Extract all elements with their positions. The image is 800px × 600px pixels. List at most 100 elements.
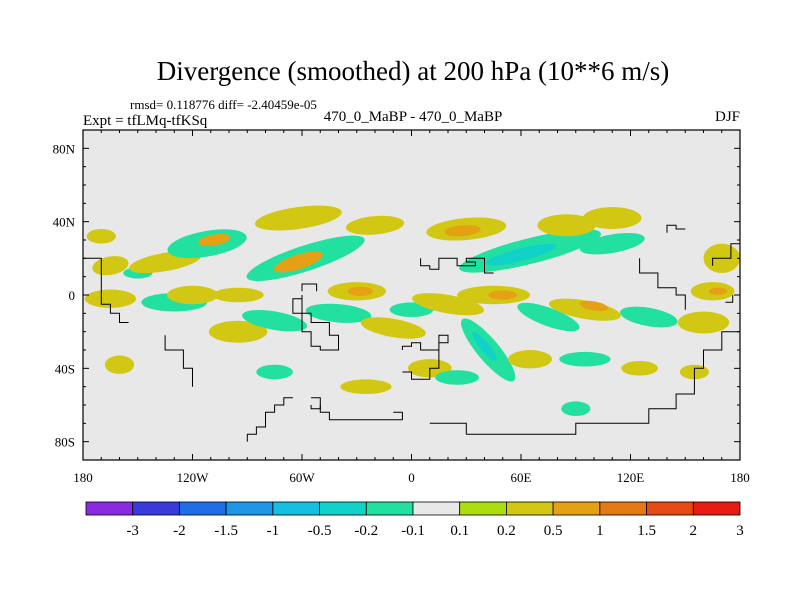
contour-blob-7 <box>273 251 323 273</box>
contour-blob-31 <box>488 290 518 300</box>
contour-blob-8 <box>254 205 342 231</box>
experiment-label: Expt = tfLMq-tfKSq <box>83 113 208 129</box>
x-tick-label-2: 60W <box>289 470 315 485</box>
contour-blob-24 <box>305 303 372 323</box>
contour-blob-23 <box>242 309 308 332</box>
contour-blob-43 <box>340 379 392 395</box>
colorbar-swatch-2 <box>178 501 227 516</box>
contour-blob-16 <box>583 207 642 229</box>
colorbar-label-7: 0.1 <box>450 523 469 539</box>
coastline-3 <box>466 331 740 435</box>
coastline-13 <box>725 295 734 303</box>
contour-blob-47 <box>559 351 611 367</box>
contour-blob-14 <box>537 214 596 237</box>
x-tick-label-3: 0 <box>408 470 415 485</box>
colorbar-label-12: 2 <box>690 523 698 539</box>
y-tick-label-0: 80N <box>53 141 76 156</box>
contour-blob-45 <box>435 370 479 385</box>
colorbar-label-11: 1.5 <box>637 523 656 539</box>
coastline-12 <box>164 335 193 387</box>
coastline-11 <box>83 257 129 323</box>
coastline-14 <box>310 405 321 410</box>
contour-fills <box>84 205 740 417</box>
colorbar-label-9: 0.5 <box>544 523 563 539</box>
colorbar-swatch-7 <box>412 501 461 516</box>
contour-blob-21 <box>212 287 264 303</box>
colorbar-label-10: 1 <box>596 523 604 539</box>
colorbar-swatch-13 <box>692 501 741 516</box>
coastline-9 <box>712 243 740 266</box>
contour-blob-0 <box>86 229 116 244</box>
x-tick-label-5: 120E <box>617 470 645 485</box>
axis-ticks: 180 120W 60W 0 60E 120E 180 80N 40N 0 40S 80S <box>53 130 750 485</box>
coastlines <box>83 224 740 442</box>
colorbar-swatch-12 <box>646 501 694 516</box>
coastline-8 <box>639 258 686 310</box>
stats-label: rmsd= 0.118776 diff= -2.40459e-05 <box>130 97 317 112</box>
colorbar-label-2: -1.5 <box>214 523 238 539</box>
contour-blob-33 <box>472 331 497 361</box>
y-tick-label-1: 40N <box>53 215 76 230</box>
colorbar-swatch-1 <box>132 501 180 516</box>
colorbar-swatch-6 <box>365 501 414 516</box>
chart-title: Divergence (smoothed) at 200 hPa (10**6 … <box>157 56 669 86</box>
y-tick-label-4: 80S <box>55 435 75 450</box>
colorbar-label-1: -2 <box>173 523 186 539</box>
colorbar-swatch-10 <box>552 501 601 516</box>
colorbar-label-5: -0.2 <box>354 523 378 539</box>
colorbar: -3 -2 -1.5 -1 -0.5 -0.2 -0.1 0.1 0.2 0.5 1 1.5 2 3 <box>85 501 744 539</box>
y-tick-label-2: 0 <box>69 288 76 303</box>
colorbar-label-0: -3 <box>126 523 139 539</box>
contour-blob-49 <box>561 401 591 417</box>
case-label: 470_0_MaBP - 470_0_MaBP <box>324 109 503 125</box>
contour-blob-22 <box>208 320 268 343</box>
x-tick-label-0: 180 <box>73 470 93 485</box>
colorbar-swatch-0 <box>85 501 134 516</box>
contour-blob-13 <box>485 243 557 266</box>
colorbar-label-6: -0.1 <box>401 523 425 539</box>
coastline-0 <box>246 397 293 442</box>
contour-blob-26 <box>347 286 374 296</box>
x-tick-label-6: 180 <box>730 470 750 485</box>
contour-blob-29 <box>412 293 484 316</box>
colorbar-label-4: -0.5 <box>308 523 332 539</box>
y-tick-label-3: 40S <box>55 361 75 376</box>
colorbar-swatch-3 <box>225 501 274 516</box>
contour-blob-9 <box>345 215 405 235</box>
contour-blob-5 <box>198 233 231 247</box>
colorbar-label-13: 3 <box>736 523 744 539</box>
contour-blob-11 <box>444 225 481 237</box>
season-label: DJF <box>715 109 740 125</box>
coastline-10 <box>666 224 686 233</box>
contour-blob-36 <box>579 300 609 312</box>
contour-blob-42 <box>256 364 293 380</box>
contour-blob-15 <box>579 232 645 255</box>
contour-blob-20 <box>166 285 219 305</box>
coastline-1 <box>311 397 403 421</box>
contour-blob-41 <box>104 355 135 374</box>
coastline-7 <box>420 257 494 274</box>
contour-blob-27 <box>360 317 426 339</box>
colorbar-swatch-8 <box>459 501 507 516</box>
coastline-4 <box>292 295 339 351</box>
contour-blob-46 <box>508 350 552 369</box>
colorbar-swatch-11 <box>599 501 648 516</box>
coastline-2 <box>429 422 467 435</box>
contour-blob-34 <box>517 302 580 332</box>
colorbar-swatch-9 <box>505 501 554 516</box>
coastline-5 <box>301 283 318 292</box>
colorbar-swatch-4 <box>272 501 320 516</box>
contour-blob-38 <box>677 311 730 334</box>
contour-blob-35 <box>548 298 621 321</box>
x-tick-label-4: 60E <box>511 470 532 485</box>
contour-blob-37 <box>619 306 678 328</box>
coastline-6 <box>401 334 449 380</box>
colorbar-swatch-5 <box>319 501 367 516</box>
x-tick-label-1: 120W <box>177 470 210 485</box>
contour-blob-48 <box>621 361 658 376</box>
colorbar-label-8: 0.2 <box>497 523 516 539</box>
contour-blob-18 <box>84 289 136 308</box>
colorbar-label-3: -1 <box>267 523 280 539</box>
contour-blob-40 <box>709 287 728 295</box>
